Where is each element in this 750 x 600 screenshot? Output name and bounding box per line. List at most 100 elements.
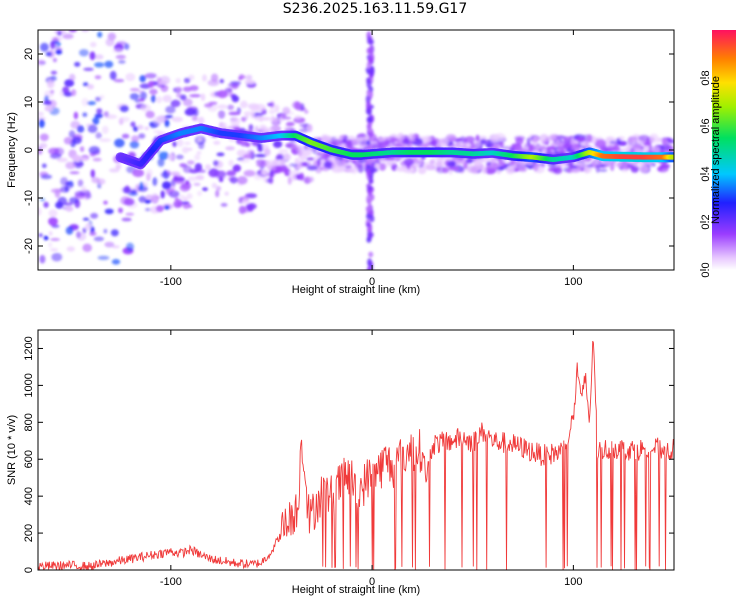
spectrogram-speckle xyxy=(50,89,55,94)
spectrogram-speckle xyxy=(50,40,56,50)
spectrogram-speckle xyxy=(182,98,193,107)
spectrogram-speckle xyxy=(243,111,253,116)
spectrogram-speckle xyxy=(81,24,87,29)
spectrogram-speckle xyxy=(45,51,52,57)
spectrogram-speckle xyxy=(248,124,254,131)
spectrogram-speckle xyxy=(491,162,500,171)
spectrogram-speckle xyxy=(182,197,189,201)
spectrogram-speckle xyxy=(455,137,462,142)
spectrogram-speckle xyxy=(179,194,186,199)
spectrogram-speckle xyxy=(186,193,193,200)
spectrogram-speckle xyxy=(465,142,471,148)
spectrogram-speckle xyxy=(144,73,157,79)
spectrogram-speckle xyxy=(112,48,124,54)
spectrogram-speckle xyxy=(148,80,154,88)
spectrogram-speckle xyxy=(65,205,74,212)
spectrogram-speckle xyxy=(69,171,80,175)
spectrogram-speckle xyxy=(82,227,87,234)
spectrogram-speckle xyxy=(448,166,460,171)
spectrogram-speckle xyxy=(394,143,402,148)
spectrogram-speckle xyxy=(323,161,333,169)
spectrogram-speckle xyxy=(162,181,172,190)
spectrogram-speckle xyxy=(254,154,267,158)
spectrogram-speckle xyxy=(60,177,68,186)
spectrogram-speckle xyxy=(52,58,58,63)
spectrogram-speckle xyxy=(130,121,136,128)
ridge-core xyxy=(670,154,674,160)
spectrogram-speckle xyxy=(105,38,115,47)
spectrogram-speckle xyxy=(296,148,304,153)
spectrogram-speckle xyxy=(216,170,227,179)
spectrogram-speckle xyxy=(179,163,186,167)
spectrogram-speckle xyxy=(232,164,241,172)
spectrogram-speckle xyxy=(224,87,233,93)
spectrogram-speckle xyxy=(516,168,527,172)
spectrogram-speckle xyxy=(403,157,415,167)
spectrogram-speckle xyxy=(138,196,147,203)
spectrogram-speckle xyxy=(112,24,117,30)
snr-y-tick-label: 0 xyxy=(23,567,35,573)
spectrogram-speckle xyxy=(193,108,199,117)
spectrogram-speckle xyxy=(308,176,314,183)
spectrogram-speckle xyxy=(556,135,566,139)
spectrogram-speckle xyxy=(281,153,292,161)
spectrogram-speckle xyxy=(424,163,433,171)
spectrogram-speckle xyxy=(229,176,238,184)
spectrogram-speckle xyxy=(86,193,92,199)
spectrogram-speckle xyxy=(228,159,234,167)
spectrogram-speckle xyxy=(259,125,268,132)
spectrogram-speckle xyxy=(122,186,131,194)
spectrogram-speckle xyxy=(168,190,180,198)
spectrogram-speckle xyxy=(129,140,140,149)
spectrogram-speckle xyxy=(591,135,597,144)
spectrogram-speckle xyxy=(243,170,256,177)
spectrogram-speckle xyxy=(202,74,207,82)
spectrogram-speckle xyxy=(110,229,119,237)
spectrogram-speckle xyxy=(224,191,229,196)
colorbar-tick-label: 0.4 xyxy=(700,166,712,181)
spectrogram-speckle xyxy=(114,138,125,148)
spectrogram-speckle xyxy=(81,30,90,32)
colorbar-tick-label: 0.6 xyxy=(700,118,712,133)
spectrogram-speckle xyxy=(380,142,388,149)
spectrogram-speckle xyxy=(306,157,315,161)
spectrogram-speckle xyxy=(532,135,540,142)
spectrogram-speckle xyxy=(225,146,236,151)
spectrogram-speckle xyxy=(120,196,131,205)
spectrogram-speckle xyxy=(367,185,373,191)
spectrogram-speckle xyxy=(481,167,488,174)
spectrogram-speckle xyxy=(494,133,506,142)
spectrogram-speckle xyxy=(162,94,172,103)
spectrogram-speckle xyxy=(566,147,572,153)
spectrogram-speckle xyxy=(285,121,295,127)
spectrogram-speckle xyxy=(367,127,373,133)
spectrogram-speckle xyxy=(50,36,63,42)
spectrogram-speckle xyxy=(464,136,475,144)
spectrogram-speckle xyxy=(237,176,248,185)
spectrogram-speckle xyxy=(228,111,241,116)
spectrogram-speckle xyxy=(90,212,99,219)
spectrogram-speckle xyxy=(253,173,263,181)
spectrogram-speckle xyxy=(170,99,181,108)
spectrogram-speckle xyxy=(66,246,76,252)
spectrogram-speckle xyxy=(38,146,43,155)
spectrogram-speckle xyxy=(43,201,49,208)
spectrogram-speckle xyxy=(110,20,116,27)
spectrogram-speckle xyxy=(197,116,205,125)
spectrogram-speckle xyxy=(238,77,243,80)
snr-x-tick-label: -100 xyxy=(160,576,182,588)
spectrogram-speckle xyxy=(648,140,660,144)
spectrogram-speckle xyxy=(194,154,201,161)
spectrogram-speckle xyxy=(499,141,504,148)
spectrogram-speckle xyxy=(240,116,247,122)
spectrogram-speckle xyxy=(618,136,625,141)
spectrogram-speckle xyxy=(316,159,321,167)
spectrogram-speckle xyxy=(144,126,149,131)
spectrogram-speckle xyxy=(121,133,130,139)
spectrogram-speckle xyxy=(267,102,274,107)
spectrogram-speckle xyxy=(175,77,181,84)
spectrogram-y-tick-label: 10 xyxy=(23,96,35,108)
spectrogram-speckle xyxy=(204,103,213,108)
spectrogram-speckle xyxy=(266,177,273,184)
